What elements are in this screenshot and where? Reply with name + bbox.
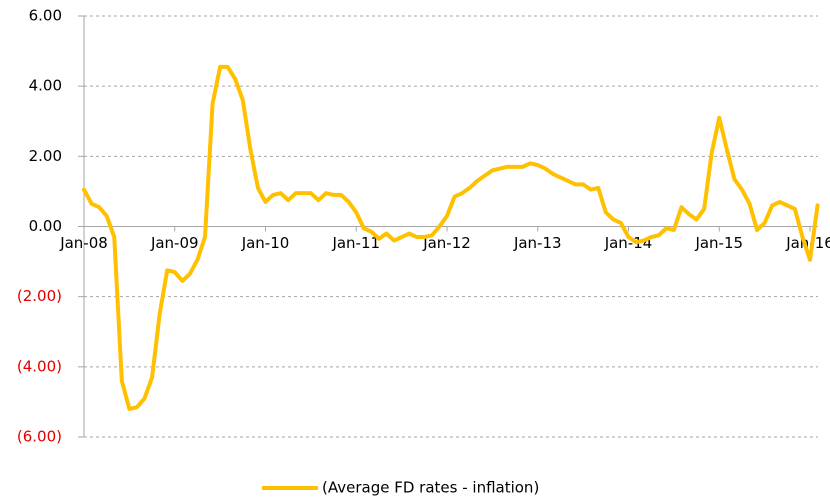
x-tick-label: Jan-09 [150, 234, 199, 252]
x-tick-label: Jan-16 [785, 234, 830, 252]
y-tick-label: (4.00) [17, 357, 62, 375]
x-tick-label: Jan-08 [59, 234, 108, 252]
x-tick-label: Jan-10 [241, 234, 290, 252]
y-tick-label: (6.00) [17, 428, 62, 446]
legend-label: (Average FD rates - inflation) [322, 479, 539, 497]
x-tick-label: Jan-11 [331, 234, 380, 252]
y-tick-label: 0.00 [29, 217, 62, 235]
x-tick-label: Jan-14 [604, 234, 653, 252]
y-tick-label: 4.00 [29, 77, 62, 95]
y-tick-label: 6.00 [29, 7, 62, 25]
data-line [82, 64, 820, 411]
x-tick-label: Jan-13 [513, 234, 562, 252]
x-tick-label: Jan-12 [422, 234, 471, 252]
y-tick-label: (2.00) [17, 287, 62, 305]
x-tick-label: Jan-15 [694, 234, 743, 252]
y-tick-label: 2.00 [29, 147, 62, 165]
